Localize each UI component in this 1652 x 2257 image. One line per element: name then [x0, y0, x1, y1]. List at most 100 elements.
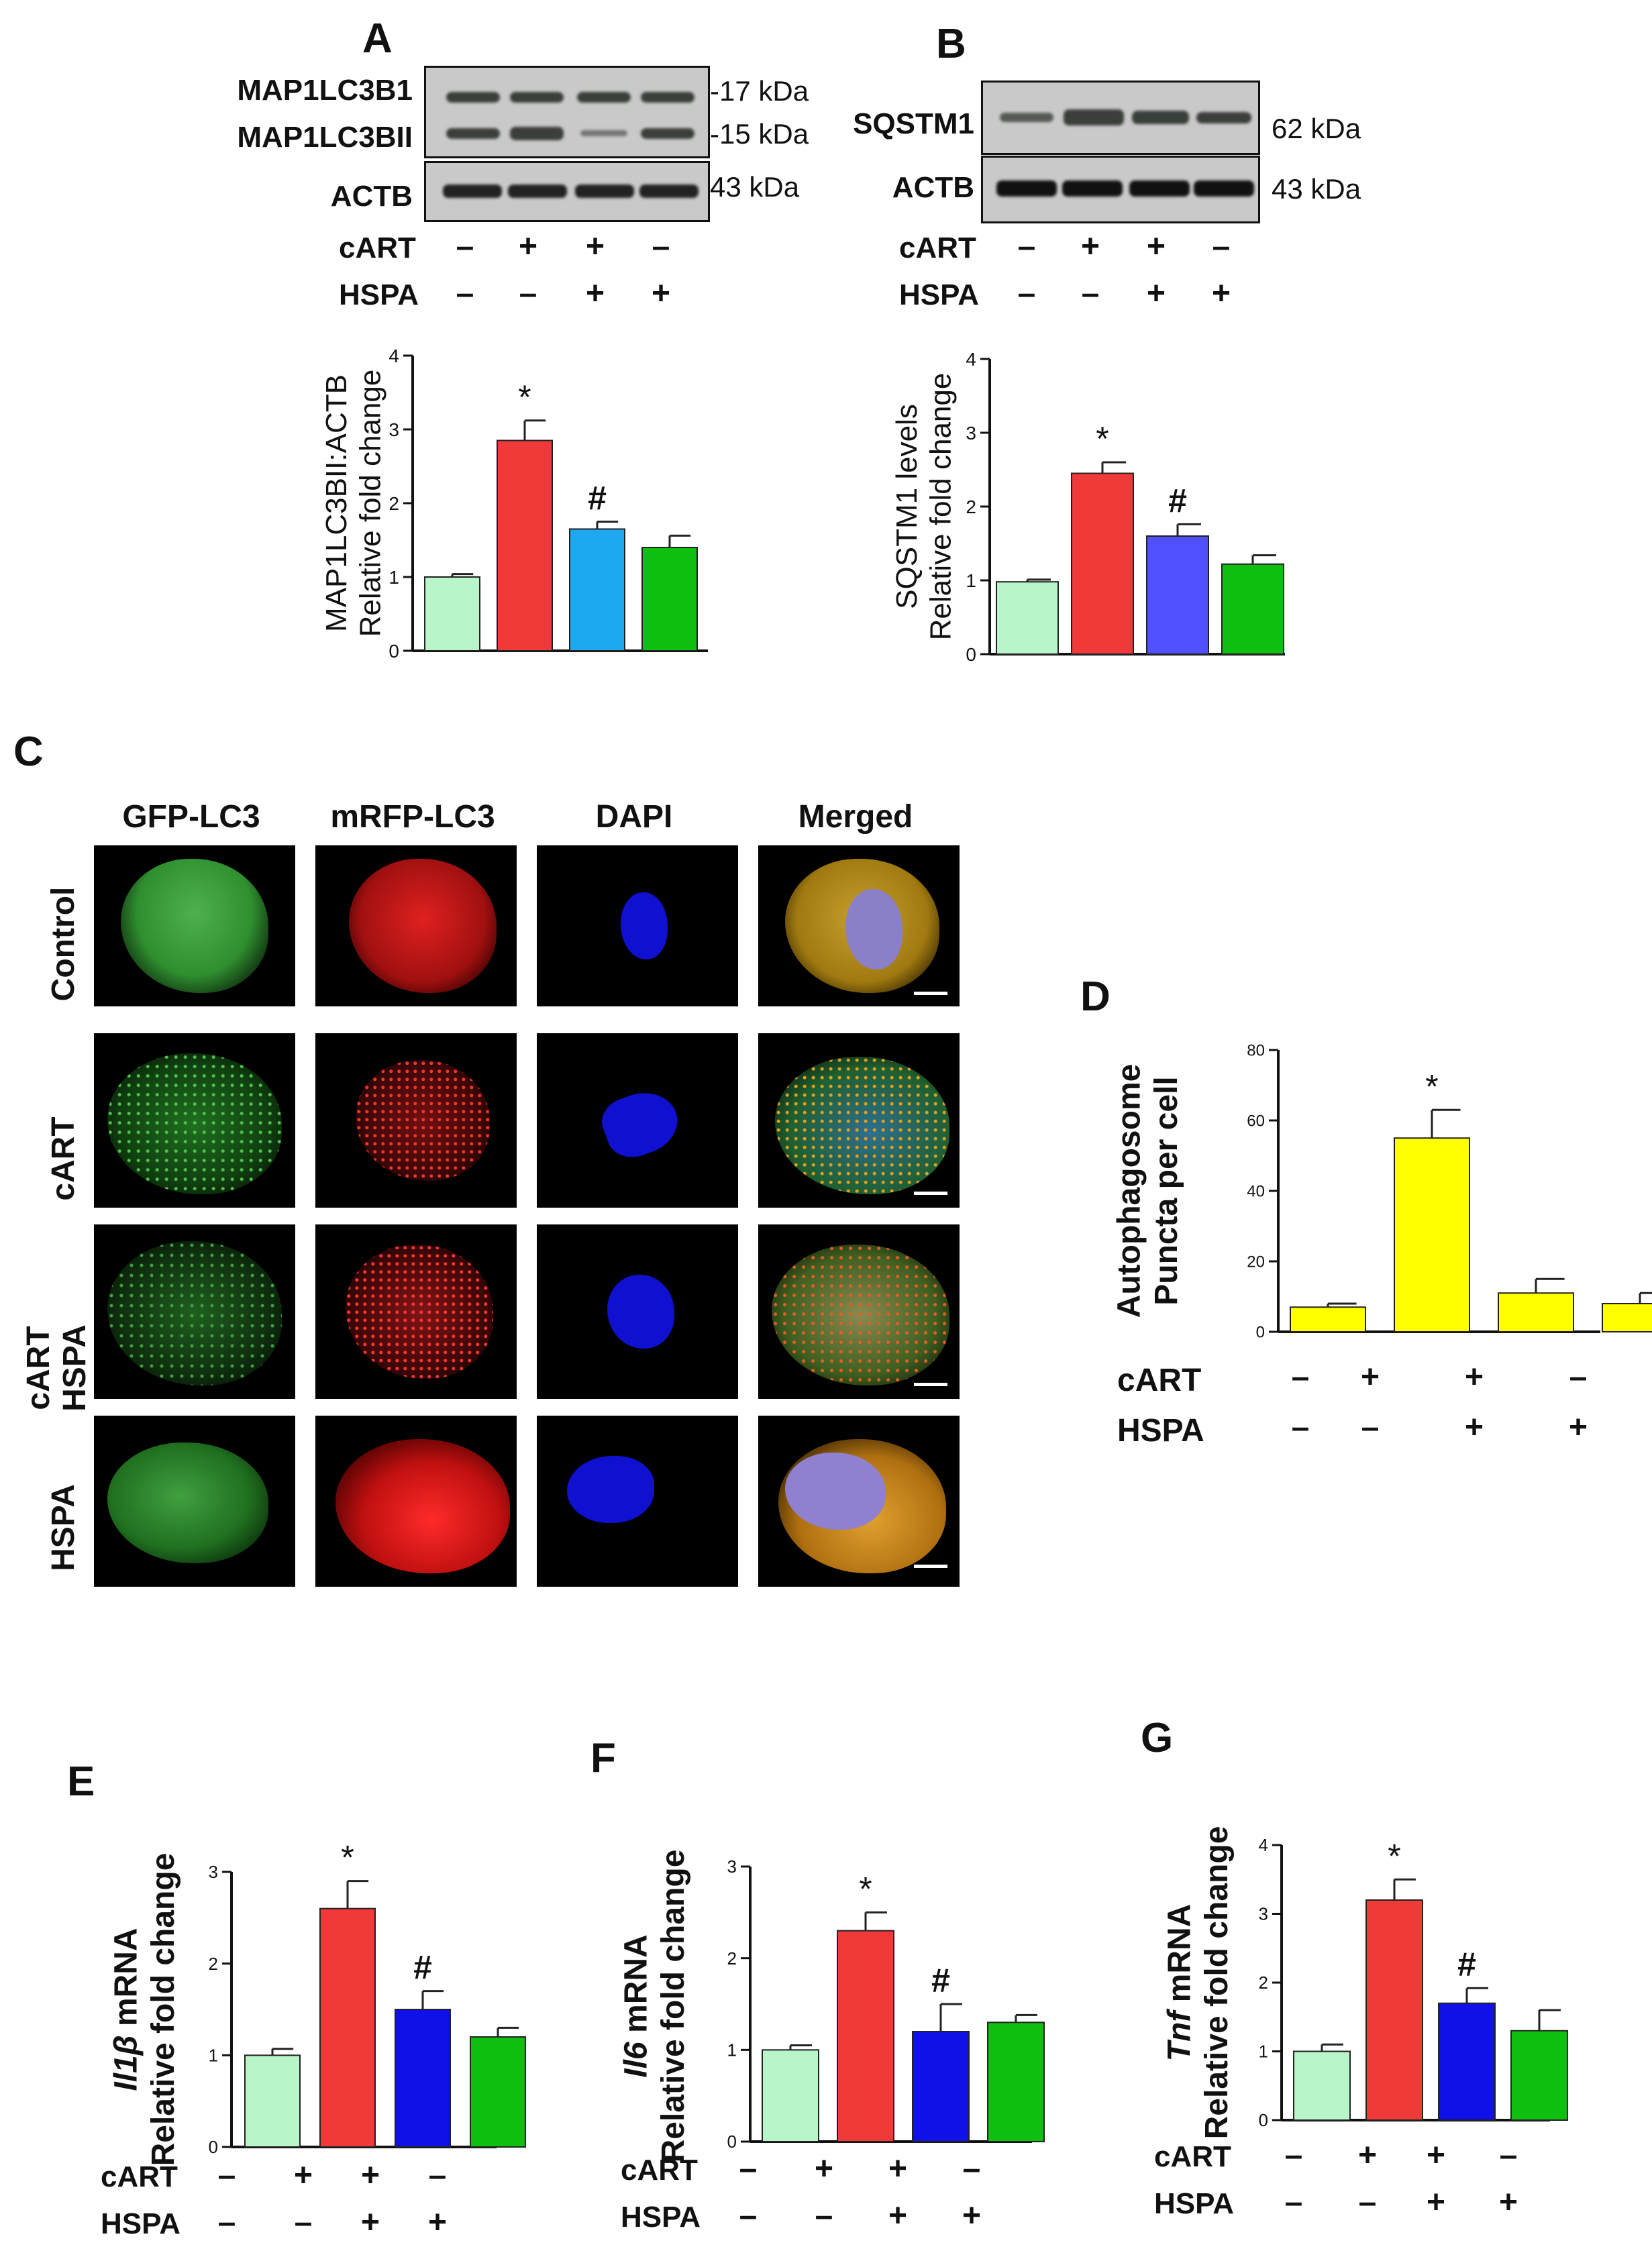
chart-f-ytick-label-2: 2: [727, 1948, 737, 1969]
chart-b-bar-0: [996, 581, 1059, 655]
sign-f-hspa-1: –: [739, 2198, 758, 2234]
chart-e-bar-0: [244, 2054, 301, 2148]
sign-d-cart-1: –: [1291, 1359, 1310, 1395]
chart-d-ylabel: Autophagosome Puncta per cell: [1112, 1064, 1184, 1318]
micro-hspa-dapi: [537, 1416, 738, 1587]
chart-b-ylabel-line1: SQSTM1 levels: [890, 404, 923, 609]
chart-b-bar-1: [1071, 472, 1134, 655]
micro-cart-mrfp: [315, 1033, 517, 1208]
chart-a-annotation-2: #: [588, 480, 607, 517]
sign-g-cart-3: +: [1426, 2138, 1446, 2173]
chart-e-ytick-label-2: 2: [209, 1954, 218, 1974]
micro-carthspa-merged: [758, 1224, 960, 1399]
micro-control-gfp: [94, 845, 295, 1006]
blot-image-actb-b: [981, 156, 1260, 223]
chart-d-ytick-label-3: 60: [1247, 1112, 1265, 1130]
chart-d-bar-2: [1498, 1292, 1574, 1332]
chart-a-ylabel-line1: MAP1LC3BII:ACTB: [320, 374, 353, 632]
chart-a-bar-3: [641, 547, 698, 651]
chart-a-ytick-label-1: 1: [389, 567, 399, 588]
micro-control-mrfp: [315, 845, 517, 1006]
micro-carthspa-mrfp: [315, 1224, 517, 1399]
chart-a-ylabel-line2: Relative fold change: [354, 370, 386, 637]
cart-label-g: cART: [1154, 2140, 1231, 2173]
chart-b-ytick-label-4: 4: [966, 349, 976, 370]
panel-label-d: D: [1080, 974, 1111, 1020]
cart-label-b: cART: [899, 231, 976, 264]
col-head-dapi: DAPI: [595, 799, 673, 835]
sign-b-hspa-1: –: [1017, 276, 1036, 311]
chart-b-bar-3: [1221, 563, 1284, 655]
chart-f-ylabel-unit: mRNA: [619, 1934, 654, 2042]
sign-e-cart-1: –: [217, 2158, 236, 2193]
hspa-label-d: HSPA: [1117, 1413, 1204, 1449]
cart-label-a: cART: [339, 231, 416, 264]
blot-label-actb-b: ACTB: [892, 171, 974, 204]
cart-label-f: cART: [621, 2154, 698, 2187]
chart-g-bar-3: [1510, 2030, 1568, 2121]
chart-e-ylabel-gene: Il1β: [109, 2035, 144, 2091]
blot-image-sqstm1: [981, 81, 1260, 155]
panel-label-c: C: [13, 729, 44, 775]
hspa-label-f: HSPA: [621, 2201, 701, 2234]
chart-g-ytick-label-3: 3: [1259, 1904, 1268, 1924]
chart-a-bar-1: [497, 439, 553, 651]
sign-a-cart-1: –: [456, 229, 474, 264]
chart-f-ytick-label-3: 3: [727, 1856, 737, 1877]
sign-f-cart-1: –: [739, 2151, 758, 2187]
micro-cart-gfp: [94, 1033, 295, 1208]
chart-d-bar-1: [1394, 1137, 1470, 1332]
chart-f-ytick-label-1: 1: [727, 2040, 737, 2060]
chart-a-ytick-label-0: 0: [389, 641, 399, 662]
chart-g-annotation-1: *: [1388, 1837, 1400, 1875]
chart-d-ytick-label-1: 20: [1247, 1253, 1265, 1271]
chart-a-annotation-1: *: [518, 378, 531, 416]
col-head-merged: Merged: [798, 799, 913, 835]
chart-e-ytick-label-1: 1: [209, 2045, 218, 2065]
chart-g-bar-0: [1293, 2050, 1351, 2121]
sign-d-cart-3: +: [1464, 1359, 1484, 1395]
chart-d-ytick-label-4: 80: [1247, 1041, 1265, 1059]
hspa-label-b: HSPA: [899, 278, 979, 311]
chart-b-ytick-label-1: 1: [966, 570, 976, 591]
chart-g-ylabel-unit: mRNA: [1162, 1904, 1198, 2011]
chart-g-ylabel-line2: Relative fold change: [1199, 1826, 1235, 2140]
chart-e-ytick-label-3: 3: [209, 1862, 218, 1882]
chart-g-ytick-label-4: 4: [1259, 1835, 1268, 1855]
chart-g-ytick-label-1: 1: [1259, 2042, 1268, 2062]
scale-bar: [914, 992, 947, 995]
blot-label-map1lc3bii: MAP1LC3BII: [237, 121, 413, 154]
chart-f-bar-1: [837, 1930, 894, 2143]
sign-g-cart-1: –: [1284, 2138, 1303, 2173]
panel-label-g: G: [1141, 1715, 1174, 1761]
chart-d-bar-0: [1290, 1306, 1366, 1332]
chart-g-ytick-label-2: 2: [1259, 1973, 1268, 1993]
blot-image-actb-a: [424, 161, 710, 222]
panel-label-b: B: [936, 21, 966, 67]
chart-g-bar-2: [1438, 2002, 1496, 2121]
sign-a-cart-3: +: [585, 229, 605, 264]
chart-a-bar-0: [424, 576, 480, 651]
micro-carthspa-dapi: [537, 1224, 738, 1399]
blot-image-lc3: [424, 66, 710, 158]
chart-d-ytick-label-0: 0: [1256, 1323, 1265, 1341]
hspa-label-g: HSPA: [1154, 2187, 1234, 2220]
sign-g-cart-4: –: [1499, 2138, 1518, 2173]
chart-g-ytick-label-0: 0: [1259, 2110, 1268, 2130]
sign-d-hspa-1: –: [1291, 1410, 1310, 1445]
panel-label-f: F: [590, 1735, 616, 1781]
chart-b-bar-2: [1146, 535, 1209, 655]
micro-cart-dapi: [537, 1033, 738, 1208]
micro-hspa-merged: [758, 1416, 960, 1587]
chart-b-ylabel: SQSTM1 levels Relative fold change: [890, 373, 958, 641]
sign-e-hspa-3: +: [360, 2205, 380, 2240]
sign-b-cart-4: –: [1212, 229, 1231, 264]
sign-f-hspa-2: –: [815, 2198, 833, 2234]
chart-b-annotation-1: *: [1096, 420, 1108, 458]
chart-d-ytick-label-2: 40: [1247, 1182, 1265, 1200]
col-head-gfp: GFP-LC3: [122, 799, 260, 835]
cart-label-d: cART: [1117, 1363, 1202, 1398]
chart-a-bar-2: [569, 528, 625, 651]
col-head-mrfp: mRFP-LC3: [330, 799, 495, 835]
